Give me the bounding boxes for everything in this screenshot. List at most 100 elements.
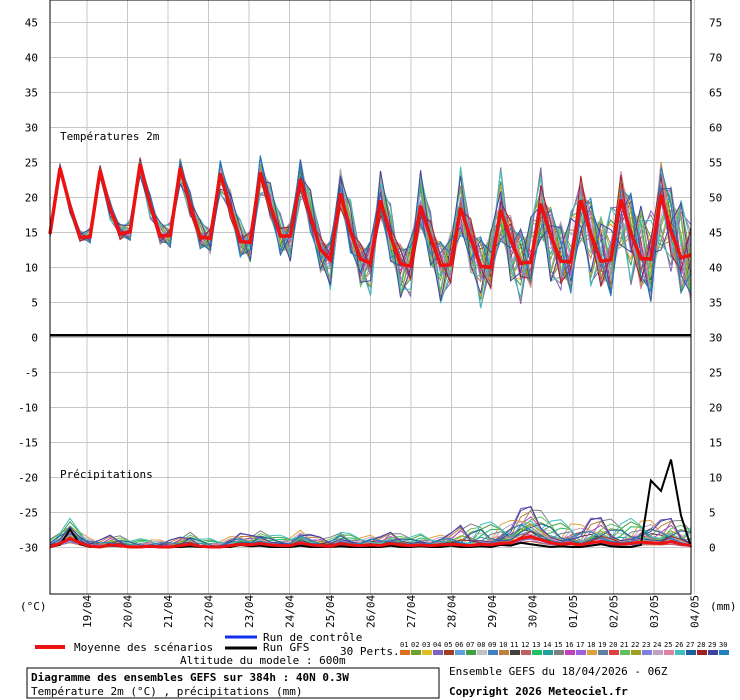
pert-legend-id: 29 [708,641,716,649]
pert-legend-swatch [620,650,630,655]
pert-legend-swatch [444,650,454,655]
x-tick-label: 22/04 [203,595,216,628]
pert-legend-swatch [631,650,641,655]
pert-legend-id: 28 [697,641,705,649]
right-tick-label: 5 [709,507,716,520]
right-tick-label: 10 [709,472,722,485]
pert-legend-swatch [466,650,476,655]
chart-subtitle: Température 2m (°C) , précipitations (mm… [31,685,303,698]
pert-legend-swatch [587,650,597,655]
pert-legend-swatch [510,650,520,655]
pert-legend-id: 23 [642,641,650,649]
left-tick-label: 15 [25,227,38,240]
precip-pert-line [49,524,692,548]
precip-pert-line [49,517,692,548]
pert-legend-id: 22 [631,641,639,649]
legend-control-label: Run de contrôle [263,631,362,644]
pert-legend-swatch [422,650,432,655]
pert-legend-swatch [664,650,674,655]
pert-legend-id: 17 [576,641,584,649]
altitude-label: Altitude du modele : 600m [180,654,346,667]
left-tick-label: -25 [18,507,38,520]
right-tick-label: 55 [709,157,722,170]
pert-legend-swatch [411,650,421,655]
pert-legend-swatch [697,650,707,655]
x-tick-label: 04/05 [689,595,702,628]
x-tick-label: 29/04 [486,595,499,628]
pert-legend-swatch [455,650,465,655]
pert-legend-swatch [554,650,564,655]
right-tick-label: 15 [709,437,722,450]
pert-legend-id: 24 [653,641,661,649]
temperature-panel-label: Températures 2m [60,130,160,143]
grid-lines [50,0,695,594]
pert-legend-swatch [686,650,696,655]
pert-legend-swatch [675,650,685,655]
title-box [26,667,440,699]
right-tick-label: 40 [709,262,722,275]
perturbation-legend: 01 02 03 04 05 06 07 08 09 10 11 12 13 14 15 16 17 18 19 20… [400,641,729,655]
left-tick-label: 45 [25,17,38,30]
x-tick-label: 03/05 [648,595,661,628]
pert-legend-id: 07 [466,641,474,649]
precip-pert-line [49,519,692,548]
x-tick-label: 02/05 [608,595,621,628]
pert-legend-swatch [576,650,586,655]
x-tick-label: 19/04 [81,595,94,628]
right-tick-label: 20 [709,402,722,415]
pert-legend-id: 02 [411,641,419,649]
left-tick-label: -10 [18,402,38,415]
pert-legend-id: 25 [664,641,672,649]
left-tick-label: 20 [25,192,38,205]
pert-legend-id: 08 [477,641,485,649]
left-axis-unit: (°C) [20,600,47,613]
right-tick-label: 0 [709,542,716,555]
legend: Moyenne des scénarios Run de contrôle Ru… [35,631,729,667]
temperature-mean-line [48,163,692,270]
precipitation-panel-label: Précipitations [60,468,153,481]
pert-legend-swatch [609,650,619,655]
right-axis-unit: (mm) [710,600,737,613]
pert-legend-swatch [598,650,608,655]
pert-legend-swatch [642,650,652,655]
pert-legend-swatch [708,650,718,655]
right-tick-label: 45 [709,227,722,240]
right-tick-label: 60 [709,122,722,135]
left-tick-label: 10 [25,262,38,275]
left-tick-label: 35 [25,87,38,100]
left-tick-label: 30 [25,122,38,135]
right-tick-label: 70 [709,52,722,65]
pert-legend-swatch [719,650,729,655]
pert-legend-id: 14 [543,641,551,649]
pert-legend-id: 18 [587,641,595,649]
pert-legend-id: 12 [521,641,529,649]
precip-mean-line [49,534,692,549]
precip-pert-line [49,521,692,548]
pert-legend-id: 05 [444,641,452,649]
pert-legend-id: 04 [433,641,441,649]
pert-legend-id: 27 [686,641,694,649]
copyright: Copyright 2026 Meteociel.fr [449,685,628,698]
x-tick-label: 24/04 [284,595,297,628]
pert-legend-id: 06 [455,641,463,649]
x-tick-label: 26/04 [365,595,378,628]
left-tick-label: -20 [18,472,38,485]
pert-legend-id: 30 [719,641,727,649]
pert-legend-id: 09 [488,641,496,649]
pert-legend-id: 26 [675,641,683,649]
pert-legend-id: 13 [532,641,540,649]
legend-gfs-label: Run GFS [263,641,309,654]
x-tick-label: 21/04 [162,595,175,628]
right-tick-label: 25 [709,367,722,380]
right-tick-label: 65 [709,87,722,100]
pert-legend-swatch [477,650,487,655]
x-tick-label: 25/04 [324,595,337,628]
left-tick-label: 5 [31,297,38,310]
x-axis-ticks: 19/04 20/04 21/04 22/04 23/04 24/04 25/04 26/04… [81,595,702,628]
x-tick-label: 27/04 [405,595,418,628]
x-tick-label: 01/05 [567,595,580,628]
pert-legend-id: 21 [620,641,628,649]
pert-legend-id: 15 [554,641,562,649]
pert-legend-id: 16 [565,641,573,649]
